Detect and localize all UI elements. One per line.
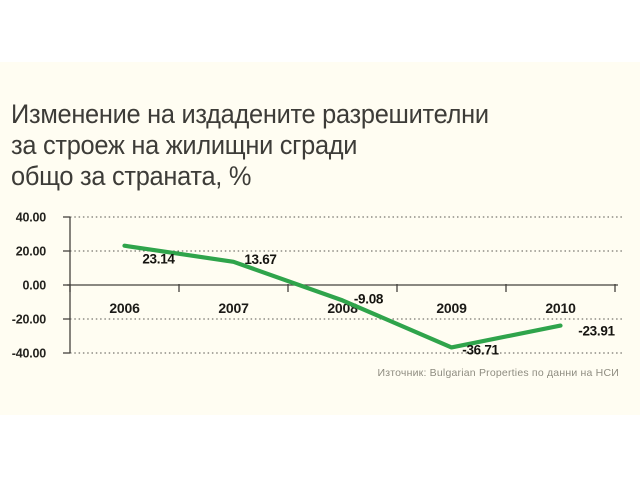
data-line xyxy=(122,243,563,350)
chart-title-line-1: Изменение на издадените разрешителни xyxy=(11,99,489,129)
source-attribution: Източник: Bulgarian Properties по данни … xyxy=(377,367,619,379)
x-axis-label: 2010 xyxy=(545,300,576,316)
x-axis-label: 2007 xyxy=(218,300,249,316)
y-axis-tick-label: -20.00 xyxy=(12,313,46,327)
paper-background xyxy=(0,62,640,415)
x-axis-label: 2009 xyxy=(436,300,467,316)
data-point-label: -9.08 xyxy=(354,291,384,306)
chart-title-line-2: за строеж на жилищни сгради xyxy=(11,130,358,160)
chart-title-line-3: общо за страната, % xyxy=(11,161,252,191)
y-axis-tick-label: 20.00 xyxy=(16,245,47,259)
data-point-label: 13.67 xyxy=(244,252,276,267)
y-axis-tick-label: 0.00 xyxy=(22,279,46,293)
x-axis-label: 2006 xyxy=(109,300,140,316)
chart-title: Изменение на издадените разрешителни за … xyxy=(11,99,489,192)
data-point-label: -23.91 xyxy=(578,324,615,339)
y-axis-tick-label: -40.00 xyxy=(12,347,46,361)
data-point-label: 23.14 xyxy=(142,252,175,267)
y-axis-tick-label: 40.00 xyxy=(16,211,47,225)
data-point-label: -36.71 xyxy=(462,342,499,357)
